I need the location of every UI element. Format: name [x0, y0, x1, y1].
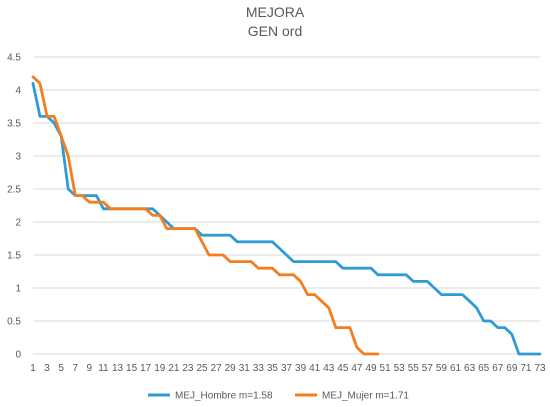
x-tick-label: 43	[323, 363, 335, 374]
legend-label: MEJ_Hombre m=1.58	[175, 391, 273, 402]
y-axis-ticks: 0 0.5 1 1.5 2 2.5 3 3.5 4 4.5	[7, 53, 21, 361]
x-tick-label: 57	[422, 363, 434, 374]
x-tick-label: 23	[182, 363, 194, 374]
y-tick-label: 4.5	[7, 53, 21, 64]
x-tick-label: 29	[225, 363, 237, 374]
x-tick-label: 49	[365, 363, 377, 374]
series-line-1	[31, 75, 380, 356]
x-tick-label: 17	[140, 363, 152, 374]
x-tick-label: 7	[72, 363, 78, 374]
series-lines	[31, 75, 542, 356]
x-tick-label: 13	[112, 363, 124, 374]
series-line-0	[31, 82, 542, 356]
x-tick-label: 69	[506, 363, 518, 374]
chart-subtitle: GEN ord	[248, 23, 302, 39]
x-tick-label: 67	[492, 363, 504, 374]
x-tick-label: 55	[408, 363, 420, 374]
x-tick-label: 31	[239, 363, 251, 374]
x-tick-label: 37	[281, 363, 293, 374]
gridlines	[33, 56, 540, 355]
x-tick-label: 61	[450, 363, 462, 374]
x-tick-label: 63	[464, 363, 476, 374]
y-tick-label: 0	[15, 350, 21, 361]
x-tick-label: 15	[126, 363, 138, 374]
x-tick-label: 59	[436, 363, 448, 374]
x-tick-label: 27	[211, 363, 223, 374]
y-tick-label: 4	[15, 86, 21, 97]
y-tick-label: 0.5	[7, 317, 21, 328]
y-tick-label: 3.5	[7, 119, 21, 130]
x-axis-ticks: 1 3 5 7 9 11 13 15 17 19 21 23 25 27 29 31 33 35 37 39 41 43 4…	[30, 363, 546, 374]
legend: MEJ_Hombre m=1.58 MEJ_Mujer m=1.71	[148, 391, 409, 402]
y-tick-label: 1.5	[7, 251, 21, 262]
x-tick-label: 11	[98, 363, 109, 374]
x-tick-label: 9	[87, 363, 93, 374]
x-tick-label: 53	[394, 363, 406, 374]
y-tick-label: 3	[15, 152, 21, 163]
x-tick-label: 47	[351, 363, 363, 374]
x-tick-label: 41	[309, 363, 321, 374]
x-tick-label: 25	[196, 363, 208, 374]
y-tick-label: 2	[15, 218, 21, 229]
x-tick-label: 73	[534, 363, 546, 374]
x-tick-label: 65	[478, 363, 490, 374]
x-tick-label: 21	[168, 363, 180, 374]
x-tick-label: 39	[295, 363, 307, 374]
y-tick-label: 2.5	[7, 185, 21, 196]
x-tick-label: 33	[253, 363, 265, 374]
x-tick-label: 45	[337, 363, 349, 374]
x-tick-label: 19	[154, 363, 166, 374]
chart-title: MEJORA	[246, 4, 305, 20]
x-tick-label: 51	[380, 363, 392, 374]
x-tick-label: 3	[44, 363, 50, 374]
x-tick-label: 5	[58, 363, 64, 374]
x-tick-label: 71	[520, 363, 532, 374]
y-tick-label: 1	[15, 284, 21, 295]
legend-label: MEJ_Mujer m=1.71	[322, 391, 409, 402]
x-tick-label: 1	[30, 363, 36, 374]
x-tick-label: 35	[267, 363, 279, 374]
